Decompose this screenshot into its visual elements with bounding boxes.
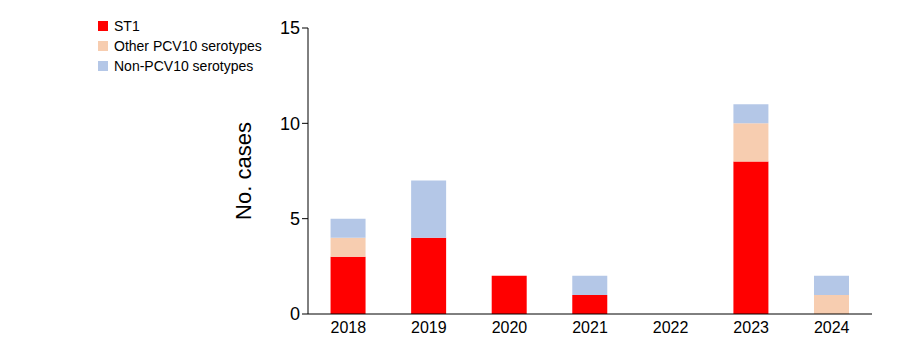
svg-text:2021: 2021 xyxy=(572,319,608,336)
svg-text:No. cases: No. cases xyxy=(231,122,256,220)
svg-text:15: 15 xyxy=(280,18,300,38)
svg-text:2018: 2018 xyxy=(330,319,366,336)
svg-text:2023: 2023 xyxy=(733,319,769,336)
svg-text:2024: 2024 xyxy=(814,319,850,336)
svg-text:2019: 2019 xyxy=(411,319,447,336)
svg-text:2020: 2020 xyxy=(492,319,528,336)
html-text:ST1: ST1 xyxy=(114,18,140,34)
svg-text:2022: 2022 xyxy=(653,319,689,336)
svg-text:0: 0 xyxy=(290,304,300,324)
svg-text:10: 10 xyxy=(280,114,300,134)
html-text:Other PCV10 serotypes: Other PCV10 serotypes xyxy=(114,38,262,54)
html-text:Non-PCV10 serotypes: Non-PCV10 serotypes xyxy=(114,58,254,74)
svg-text:5: 5 xyxy=(290,209,300,229)
